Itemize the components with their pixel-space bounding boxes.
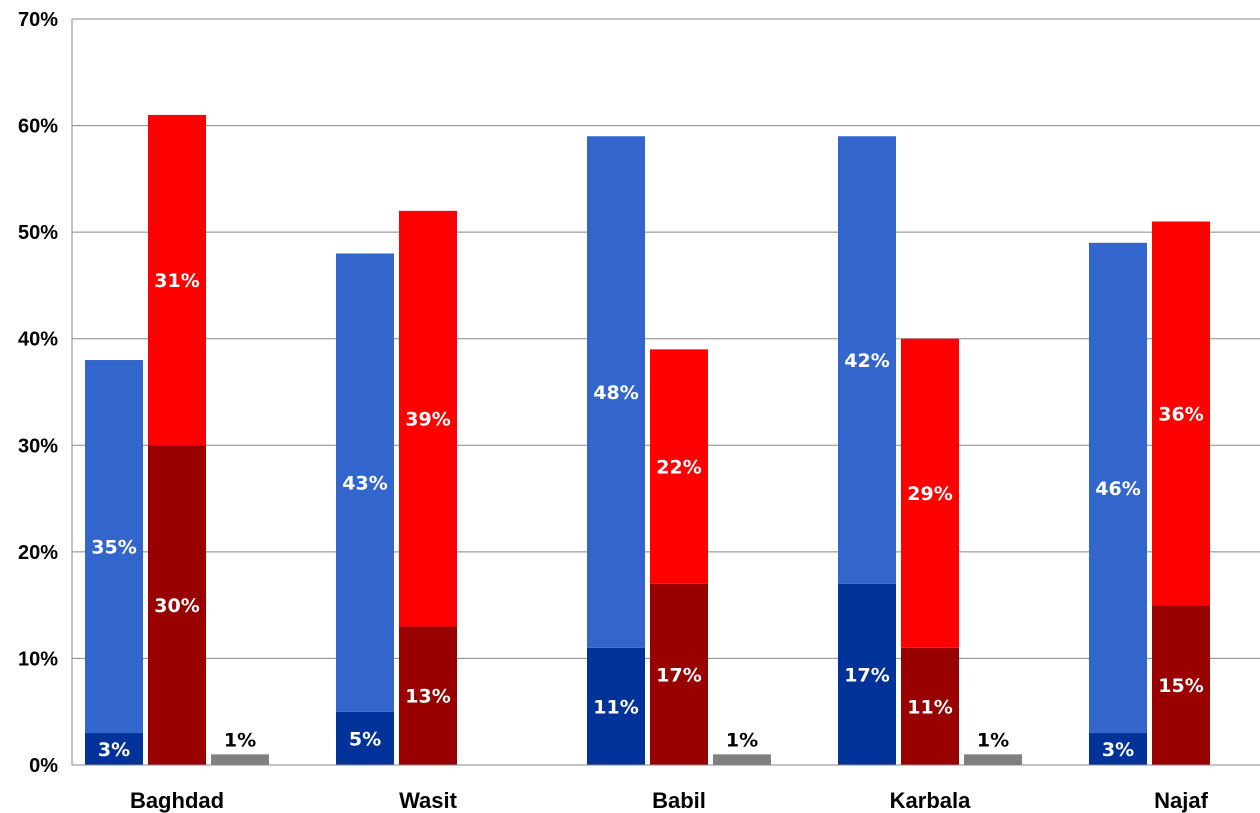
x-axis: Baghdad Wasit Babil Karbala Najaf xyxy=(72,764,1260,813)
data-label: 35% xyxy=(91,537,136,559)
bar-najaf-s1-seg0 xyxy=(1152,605,1210,765)
bar-wasit-s1-seg0 xyxy=(399,626,457,765)
bar-wasit-s0-seg0 xyxy=(336,711,394,765)
bar-babil-s2-seg0 xyxy=(713,754,771,765)
bar-baghdad-s2-seg0 xyxy=(211,754,269,765)
y-tick-label: 0% xyxy=(29,755,58,777)
y-tick-label: 70% xyxy=(18,9,58,31)
bars xyxy=(85,114,1210,765)
y-tick-label: 50% xyxy=(18,222,58,244)
bar-karbala-s1-seg0 xyxy=(901,647,959,765)
x-tick-label: Najaf xyxy=(1154,788,1208,813)
bar-baghdad-s0-seg0 xyxy=(85,733,143,765)
data-label: 3% xyxy=(1102,739,1134,761)
data-label: 46% xyxy=(1095,478,1140,500)
data-label: 17% xyxy=(656,664,701,686)
data-label: 31% xyxy=(154,270,199,292)
bar-babil-s0-seg0 xyxy=(587,647,645,765)
data-label: 15% xyxy=(1158,675,1203,697)
x-tick-label: Baghdad xyxy=(130,788,224,813)
bar-wasit-s0-seg1 xyxy=(336,253,394,712)
y-axis: 0% 10% 20% 30% 40% 50% 60% 70% xyxy=(18,9,73,777)
data-label: 48% xyxy=(593,382,638,404)
data-label: 5% xyxy=(349,728,381,750)
data-label: 30% xyxy=(154,595,199,617)
data-label: 11% xyxy=(907,696,952,718)
bar-najaf-s0-seg0 xyxy=(1089,733,1147,765)
data-label: 17% xyxy=(844,664,889,686)
bar-najaf-s0-seg1 xyxy=(1089,242,1147,734)
data-label: 1% xyxy=(977,729,1009,751)
data-label: 1% xyxy=(726,729,758,751)
data-label: 11% xyxy=(593,696,638,718)
bar-karbala-s1-seg1 xyxy=(901,338,959,648)
data-label: 3% xyxy=(98,739,130,761)
y-tick-label: 10% xyxy=(18,648,58,670)
data-label: 39% xyxy=(405,409,450,431)
bar-najaf-s1-seg1 xyxy=(1152,221,1210,606)
bar-babil-s1-seg1 xyxy=(650,349,708,584)
y-tick-label: 60% xyxy=(18,116,58,138)
data-label: 43% xyxy=(342,473,387,495)
x-tick-label: Karbala xyxy=(890,788,971,813)
bar-baghdad-s0-seg1 xyxy=(85,360,143,734)
bar-karbala-s2-seg0 xyxy=(964,754,1022,765)
data-label: 36% xyxy=(1158,403,1203,425)
x-tick-label: Babil xyxy=(652,788,706,813)
bar-babil-s0-seg1 xyxy=(587,136,645,648)
bar-babil-s1-seg0 xyxy=(650,583,708,765)
data-label: 29% xyxy=(907,483,952,505)
data-label: 42% xyxy=(844,350,889,372)
bar-karbala-s0-seg0 xyxy=(838,583,896,765)
bar-wasit-s1-seg1 xyxy=(399,210,457,627)
bar-karbala-s0-seg1 xyxy=(838,136,896,584)
y-tick-label: 40% xyxy=(18,329,58,351)
y-tick-label: 30% xyxy=(18,435,58,457)
data-label: 13% xyxy=(405,686,450,708)
bar-baghdad-s1-seg0 xyxy=(148,445,206,765)
x-tick-label: Wasit xyxy=(399,788,458,813)
data-label: 22% xyxy=(656,457,701,479)
bar-baghdad-s1-seg1 xyxy=(148,114,206,446)
data-label: 1% xyxy=(224,729,256,751)
y-tick-label: 20% xyxy=(18,542,58,564)
data-labels: 3% 35% 30% 31% 1% 5% 43% 13% 39% 11% 48% 17% 22% 1% 17… xyxy=(91,270,1203,761)
